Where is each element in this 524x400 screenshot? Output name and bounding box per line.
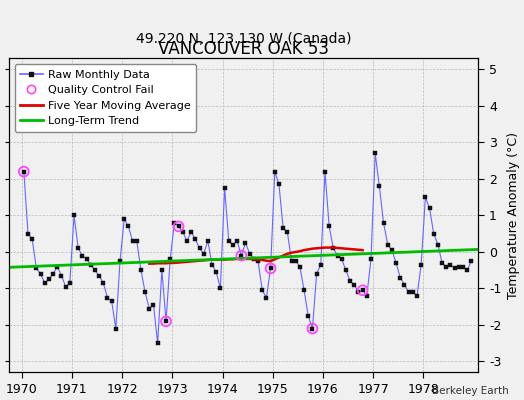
Text: Berkeley Earth: Berkeley Earth — [432, 386, 508, 396]
Point — [19, 168, 28, 175]
Title: VANCOUVER OAK 53: VANCOUVER OAK 53 — [158, 40, 330, 58]
Point — [266, 265, 275, 272]
Point — [174, 223, 183, 230]
Point — [237, 252, 246, 259]
Legend: Raw Monthly Data, Quality Control Fail, Five Year Moving Average, Long-Term Tren: Raw Monthly Data, Quality Control Fail, … — [15, 64, 196, 132]
Y-axis label: Temperature Anomaly (°C): Temperature Anomaly (°C) — [507, 132, 520, 299]
Point — [308, 326, 316, 332]
Point — [358, 287, 367, 294]
Point — [162, 318, 170, 324]
Text: 49.220 N, 123.130 W (Canada): 49.220 N, 123.130 W (Canada) — [136, 32, 352, 46]
